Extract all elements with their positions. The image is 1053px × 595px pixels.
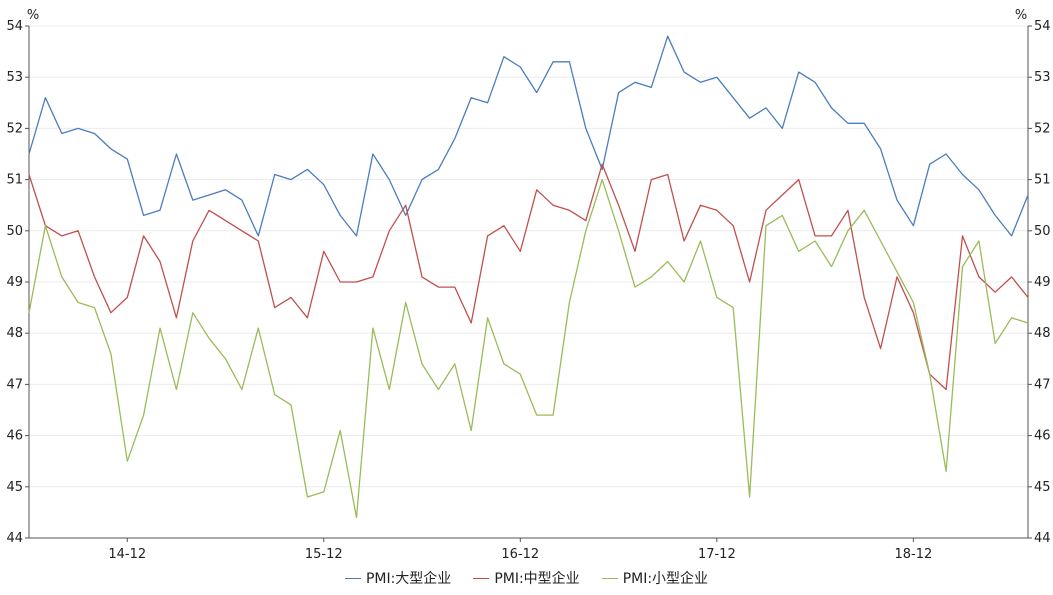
y-tick-label-left: 50 [6,224,23,239]
series-line [28,163,1029,391]
y-unit-right: % [1015,8,1027,23]
y-tick-label-left: 47 [6,377,23,392]
horizontal-gridlines [29,25,1028,488]
y-tick-label-right: 49 [1034,275,1051,290]
y-tick-label-right: 52 [1034,121,1051,136]
y-tick-label-left: 53 [6,70,23,85]
y-tick-label-left: 49 [6,275,23,290]
y-tick-label-left: 52 [6,121,23,136]
y-tick-label-left: 46 [6,429,23,444]
series-lines [28,35,1029,519]
pmi-line-chart: 44 44 45 45 46 46 47 47 48 48 49 49 50 50 51 51 52 52 53 53… [6,8,1050,562]
legend-item: PMI:大型企业 [344,568,452,588]
y-tick-label-left: 44 [6,531,23,546]
y-tick-label-right: 50 [1034,224,1051,239]
y-tick-label-right: 48 [1034,326,1051,341]
y-tick-label-right: 51 [1034,173,1051,188]
legend-label: PMI:大型企业 [365,571,452,587]
legend-swatch [473,577,490,579]
legend-label: PMI:中型企业 [494,571,580,587]
y-tick-label-left: 48 [6,326,23,341]
series-line [28,35,1029,237]
series-line [28,178,1029,519]
legend-item: PMI:小型企业 [601,568,709,588]
legend-swatch [344,577,361,579]
legend-item: PMI:中型企业 [473,568,580,588]
legend-swatch [601,577,618,579]
legend-label: PMI:小型企业 [622,571,709,587]
x-tick-label: 14-12 [108,547,146,562]
y-tick-label-right: 45 [1034,480,1051,495]
x-tick-label: 17-12 [698,547,736,562]
y-unit-left: % [27,8,39,23]
y-tick-label-right: 44 [1034,531,1051,546]
legend: PMI:大型企业 PMI:中型企业 PMI:小型企业 [0,568,1053,588]
axes [25,25,1032,542]
y-tick-label-right: 47 [1034,377,1051,392]
y-tick-label-left: 45 [6,480,23,495]
x-tick-label: 18-12 [894,547,932,562]
y-tick-label-right: 54 [1034,19,1051,34]
x-tick-label: 16-12 [501,547,539,562]
tick-labels: 44 44 45 45 46 46 47 47 48 48 49 49 50 50 51 51 52 52 53 53… [6,8,1050,562]
y-tick-label-left: 54 [6,19,23,34]
y-tick-label-left: 51 [6,173,23,188]
x-tick-label: 15-12 [305,547,343,562]
y-tick-label-right: 46 [1034,429,1051,444]
y-tick-label-right: 53 [1034,70,1051,85]
